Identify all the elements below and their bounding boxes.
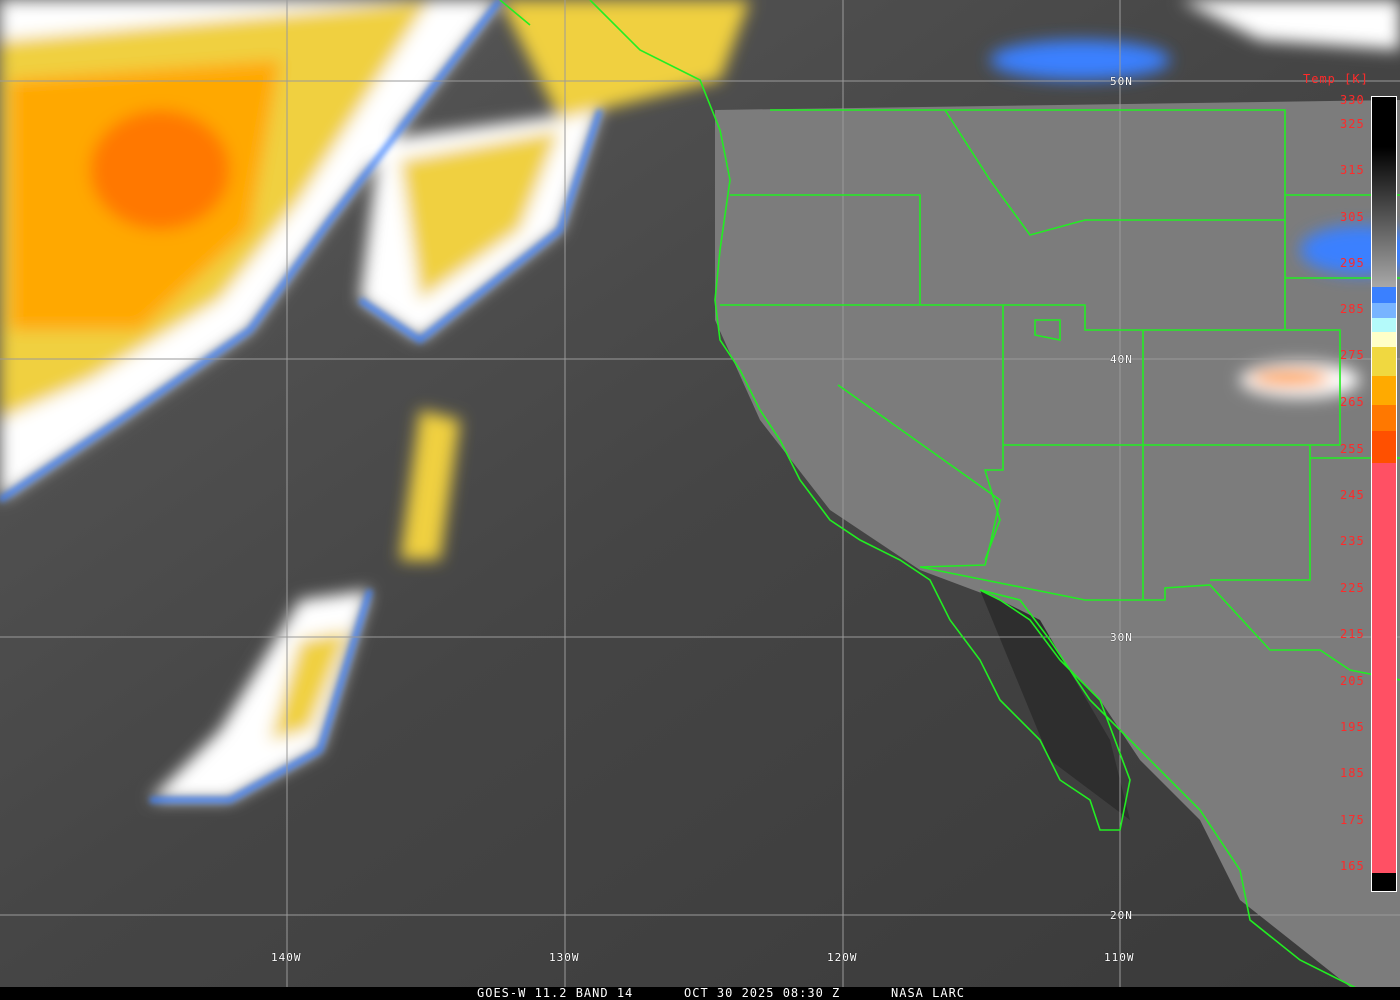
caption-source: NASA LARC [891,986,966,1000]
colorbar-tick-255: 255 [1340,442,1365,456]
lon-label-120w: 120W [827,951,858,964]
lat-label-20n: 20N [1110,909,1133,922]
colorbar-tick-235: 235 [1340,534,1365,548]
lon-label-110w: 110W [1104,951,1135,964]
colorbar-tick-275: 275 [1340,348,1365,362]
colorbar-tick-185: 185 [1340,766,1365,780]
gulf-of-california [980,590,1130,820]
colorbar-tick-205: 205 [1340,674,1365,688]
colorbar-tick-330: 330 [1340,93,1365,107]
colorbar-tick-325: 325 [1340,117,1365,131]
colorbar-tick-195: 195 [1340,720,1365,734]
lat-label-40n: 40N [1110,353,1133,366]
colorbar-tick-315: 315 [1340,163,1365,177]
caption-datetime: OCT 30 2025 08:30 Z [684,986,841,1000]
colorbar-tick-305: 305 [1340,210,1365,224]
lat-label-30n: 30N [1110,631,1133,644]
colorbar-tick-295: 295 [1340,256,1365,270]
colorbar-tick-215: 215 [1340,627,1365,641]
colorbar-tick-285: 285 [1340,302,1365,316]
colorbar-tick-175: 175 [1340,813,1365,827]
colorbar-tick-245: 245 [1340,488,1365,502]
caption-bar: GOES-W 11.2 BAND 14 OCT 30 2025 08:30 Z … [0,987,1400,1000]
lon-label-140w: 140W [271,951,302,964]
colorbar-tick-165: 165 [1340,859,1365,873]
cloud-edges [0,0,603,803]
cloud-mass [0,0,1400,800]
lon-label-130w: 130W [549,951,580,964]
caption-satellite: GOES-W 11.2 BAND 14 [477,986,634,1000]
lat-label-50n: 50N [1110,75,1133,88]
colorbar-tick-225: 225 [1340,581,1365,595]
land [715,100,1400,987]
temperature-colorbar [1371,96,1397,892]
political-boundaries [499,0,1400,987]
colorbar-tick-265: 265 [1340,395,1365,409]
colorbar-title: Temp [K] [1303,72,1369,86]
